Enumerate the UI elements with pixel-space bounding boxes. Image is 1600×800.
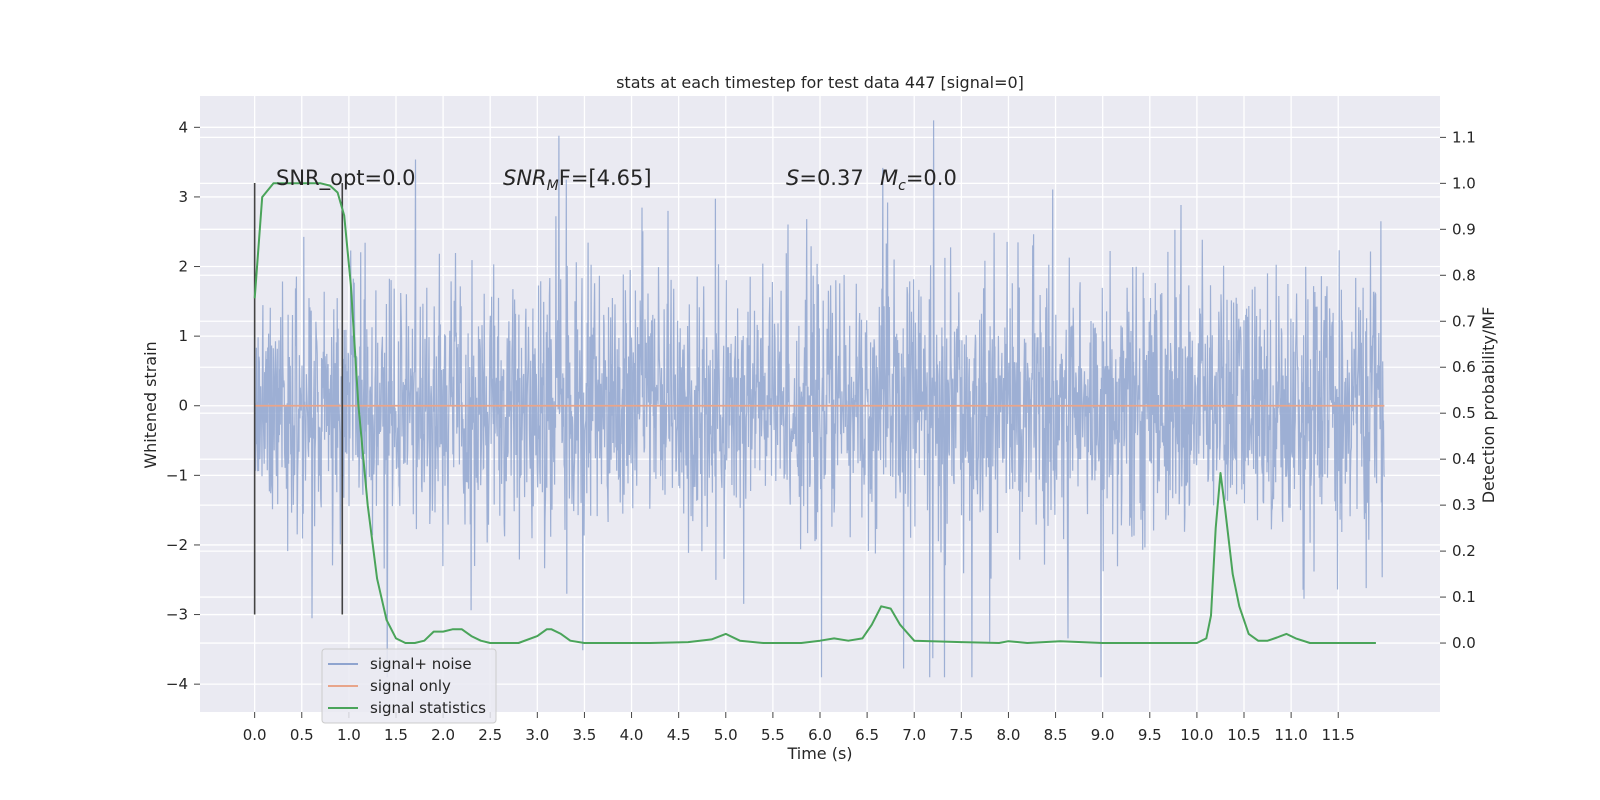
y-tick-label-right: 0.6 [1452, 358, 1476, 376]
y-axis-label-right: Detection probability/MF [1479, 307, 1498, 504]
y-tick-label: 4 [178, 118, 188, 136]
y-tick-label: −2 [166, 536, 188, 554]
legend: signal+ noise signal only signal statist… [321, 648, 497, 724]
x-tick-label: 5.0 [714, 726, 738, 744]
x-tick-label: 9.0 [1091, 726, 1115, 744]
x-axis-label: Time (s) [786, 744, 852, 763]
y-tick-label-right: 0.1 [1452, 588, 1476, 606]
y-tick-label: 3 [178, 188, 188, 206]
annotation-s-value: =0.37 [799, 166, 863, 190]
series-signal-statistics [253, 182, 1376, 644]
y-tick-label: −1 [166, 466, 188, 484]
x-tick-label: 6.0 [808, 726, 832, 744]
y-axis-ticks-left: −4 −3 −2 −1 0 1 2 3 4 [166, 118, 200, 693]
y-tick-label-right: 0.7 [1452, 312, 1476, 330]
y-tick-label-right: 0.5 [1452, 404, 1476, 422]
series-line-signal-noise [254, 120, 1385, 678]
series-line-signal-statistics [253, 182, 1376, 644]
x-tick-label: 3.5 [573, 726, 597, 744]
x-tick-label: 6.5 [855, 726, 879, 744]
annotation-s: S=0.37 [786, 166, 864, 190]
y-axis-ticks-right: 0.0 0.1 0.2 0.3 0.4 0.5 0.6 0.7 0.8 0.9 1.0 1.1 [1440, 128, 1476, 652]
chart-title: stats at each timestep for test data 447… [616, 73, 1024, 92]
x-tick-label: 2.5 [478, 726, 502, 744]
annotation-snr-opt: SNR_opt=0.0 [276, 166, 416, 191]
y-tick-label-right: 1.1 [1452, 128, 1476, 146]
legend-label-signal-only: signal only [370, 677, 451, 695]
y-tick-label: −3 [166, 606, 188, 624]
y-axis-label-left: Whitened strain [141, 341, 160, 468]
x-tick-label: 10.5 [1227, 726, 1260, 744]
legend-label-signal-statistics: signal statistics [370, 699, 486, 717]
y-tick-label: −4 [166, 675, 188, 693]
y-tick-label-right: 0.2 [1452, 542, 1476, 560]
x-tick-label: 1.5 [384, 726, 408, 744]
x-tick-label: 11.0 [1274, 726, 1307, 744]
series-signal-noise [254, 120, 1385, 678]
x-tick-label: 9.5 [1138, 726, 1162, 744]
x-tick-label: 2.0 [431, 726, 455, 744]
y-tick-label: 2 [178, 258, 188, 276]
annotation-mc-sub: c [898, 178, 906, 194]
y-tick-label-right: 0.4 [1452, 450, 1476, 468]
y-tick-label-right: 1.0 [1452, 174, 1476, 192]
x-tick-label: 0.0 [243, 726, 267, 744]
legend-box [321, 648, 497, 724]
x-tick-label: 8.0 [997, 726, 1021, 744]
x-tick-label: 10.0 [1180, 726, 1213, 744]
y-tick-label-right: 0.8 [1452, 266, 1476, 284]
annotation-snr-mf-base: SNR [503, 166, 547, 190]
x-tick-label: 3.0 [525, 726, 549, 744]
legend-label-signal-noise: signal+ noise [370, 655, 472, 673]
annotation-mc: Mc=0.0 [880, 166, 957, 194]
x-tick-label: 1.0 [337, 726, 361, 744]
y-tick-label-right: 0.0 [1452, 634, 1476, 652]
x-tick-label: 8.5 [1044, 726, 1068, 744]
y-tick-label: 0 [178, 397, 188, 415]
x-tick-label: 4.5 [667, 726, 691, 744]
x-tick-label: 7.5 [949, 726, 973, 744]
annotation-mc-label: M [880, 166, 898, 190]
annotation-mc-value: =0.0 [906, 166, 957, 190]
x-tick-label: 4.0 [620, 726, 644, 744]
x-axis-ticks: 0.0 0.5 1.0 1.5 2.0 2.5 3.0 3.5 4.0 4.5 5.0 5.5 6.0 6… [243, 712, 1355, 744]
x-tick-label: 7.0 [902, 726, 926, 744]
x-tick-label: 11.5 [1322, 726, 1355, 744]
annotation-s-label: S [786, 166, 799, 190]
annotation-snr-mf: SNRMF=[4.65] [503, 166, 652, 194]
x-tick-label: 5.5 [761, 726, 785, 744]
annotation-snr-mf-sub: M [547, 178, 559, 194]
vertical-markers [253, 183, 344, 615]
annotation-snr-mf-rest: F=[4.65] [559, 166, 652, 190]
y-tick-label-right: 0.9 [1452, 220, 1476, 238]
x-tick-label: 0.5 [290, 726, 314, 744]
y-tick-label-right: 0.3 [1452, 496, 1476, 514]
y-tick-label: 1 [178, 327, 188, 345]
